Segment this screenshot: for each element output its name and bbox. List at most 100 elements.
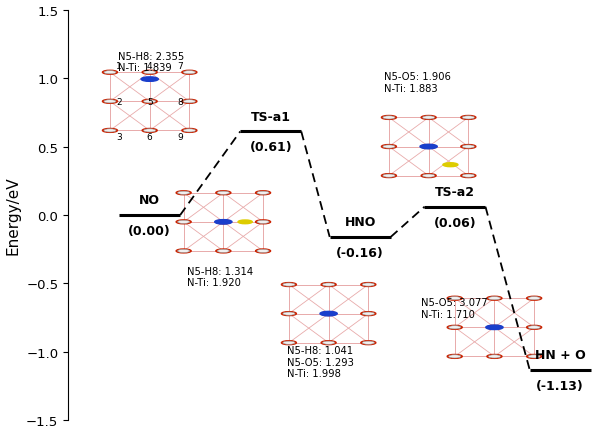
Circle shape (323, 312, 335, 316)
Text: 3: 3 (116, 133, 122, 142)
Circle shape (443, 163, 458, 167)
Circle shape (488, 355, 500, 358)
Text: (-1.13): (-1.13) (536, 379, 584, 392)
Circle shape (487, 296, 502, 300)
Circle shape (178, 250, 190, 253)
Circle shape (176, 220, 191, 224)
Circle shape (323, 283, 335, 286)
Text: N5-O5: 3.077
N-Ti: 1.710: N5-O5: 3.077 N-Ti: 1.710 (421, 297, 487, 319)
Circle shape (178, 221, 190, 224)
Circle shape (283, 312, 295, 316)
Text: (-0.16): (-0.16) (337, 246, 384, 259)
Text: HNO: HNO (344, 216, 376, 228)
Text: TS-a1: TS-a1 (251, 110, 291, 123)
Text: 9: 9 (178, 133, 183, 142)
Text: (0.61): (0.61) (250, 141, 292, 154)
Text: 6: 6 (147, 133, 152, 142)
Text: 8: 8 (178, 98, 183, 107)
Text: 7: 7 (178, 62, 183, 71)
Circle shape (182, 100, 197, 104)
Text: 5: 5 (147, 98, 152, 107)
Circle shape (141, 78, 158, 82)
Circle shape (323, 342, 335, 345)
Circle shape (283, 342, 295, 345)
Circle shape (257, 221, 269, 224)
Circle shape (178, 192, 190, 195)
Circle shape (461, 116, 476, 120)
Circle shape (461, 145, 476, 149)
Circle shape (461, 174, 476, 178)
Text: TS-a2: TS-a2 (435, 185, 475, 198)
Text: N5-H8: 2.355
N-Ti: 1.839: N5-H8: 2.355 N-Ti: 1.839 (118, 52, 184, 73)
Circle shape (421, 145, 436, 149)
Circle shape (103, 100, 118, 104)
Circle shape (283, 283, 295, 286)
Y-axis label: Energy/eV: Energy/eV (5, 176, 20, 255)
Text: (0.06): (0.06) (434, 216, 476, 229)
Circle shape (321, 283, 336, 287)
Circle shape (184, 101, 196, 104)
Circle shape (361, 283, 376, 287)
Circle shape (449, 297, 461, 300)
Circle shape (238, 220, 252, 224)
Circle shape (362, 312, 374, 316)
Circle shape (449, 326, 461, 329)
Circle shape (382, 174, 397, 178)
Circle shape (217, 250, 229, 253)
Text: N5-O5: 1.906
N-Ti: 1.883: N5-O5: 1.906 N-Ti: 1.883 (384, 72, 451, 94)
Text: 2: 2 (116, 98, 122, 107)
Circle shape (104, 101, 116, 104)
Text: 4: 4 (147, 62, 152, 71)
Circle shape (447, 326, 462, 329)
Circle shape (487, 326, 502, 329)
Circle shape (361, 312, 376, 316)
Circle shape (527, 355, 542, 358)
Circle shape (422, 174, 434, 178)
Circle shape (184, 129, 196, 133)
Circle shape (216, 191, 231, 195)
Circle shape (143, 72, 156, 75)
Circle shape (528, 355, 540, 358)
Circle shape (215, 220, 232, 224)
Circle shape (487, 355, 502, 358)
Circle shape (383, 174, 395, 178)
Circle shape (462, 146, 475, 149)
Circle shape (321, 312, 336, 316)
Circle shape (447, 296, 462, 300)
Text: HN + O: HN + O (535, 348, 586, 361)
Circle shape (462, 174, 475, 178)
Circle shape (143, 129, 156, 133)
Circle shape (486, 326, 503, 330)
Circle shape (383, 146, 395, 149)
Circle shape (217, 221, 229, 224)
Circle shape (143, 101, 156, 104)
Circle shape (216, 250, 231, 253)
Circle shape (488, 326, 500, 329)
Text: N5-H8: 1.314
N-Ti: 1.920: N5-H8: 1.314 N-Ti: 1.920 (187, 266, 253, 288)
Circle shape (321, 341, 336, 345)
Circle shape (383, 117, 395, 120)
Circle shape (362, 342, 374, 345)
Circle shape (281, 283, 296, 287)
Circle shape (142, 71, 157, 75)
Circle shape (421, 174, 436, 178)
Circle shape (182, 71, 197, 75)
Circle shape (528, 326, 540, 329)
Circle shape (382, 116, 397, 120)
Circle shape (528, 297, 540, 300)
Text: 1: 1 (116, 62, 122, 71)
Circle shape (104, 129, 116, 133)
Text: NO: NO (139, 194, 160, 207)
Circle shape (176, 250, 191, 253)
Circle shape (257, 250, 269, 253)
Circle shape (421, 116, 436, 120)
Circle shape (362, 283, 374, 286)
Circle shape (422, 146, 434, 149)
Circle shape (527, 326, 542, 329)
Circle shape (184, 72, 196, 75)
Circle shape (527, 296, 542, 300)
Circle shape (422, 117, 434, 120)
Text: (0.00): (0.00) (128, 224, 171, 237)
Circle shape (217, 192, 229, 195)
Circle shape (320, 312, 337, 316)
